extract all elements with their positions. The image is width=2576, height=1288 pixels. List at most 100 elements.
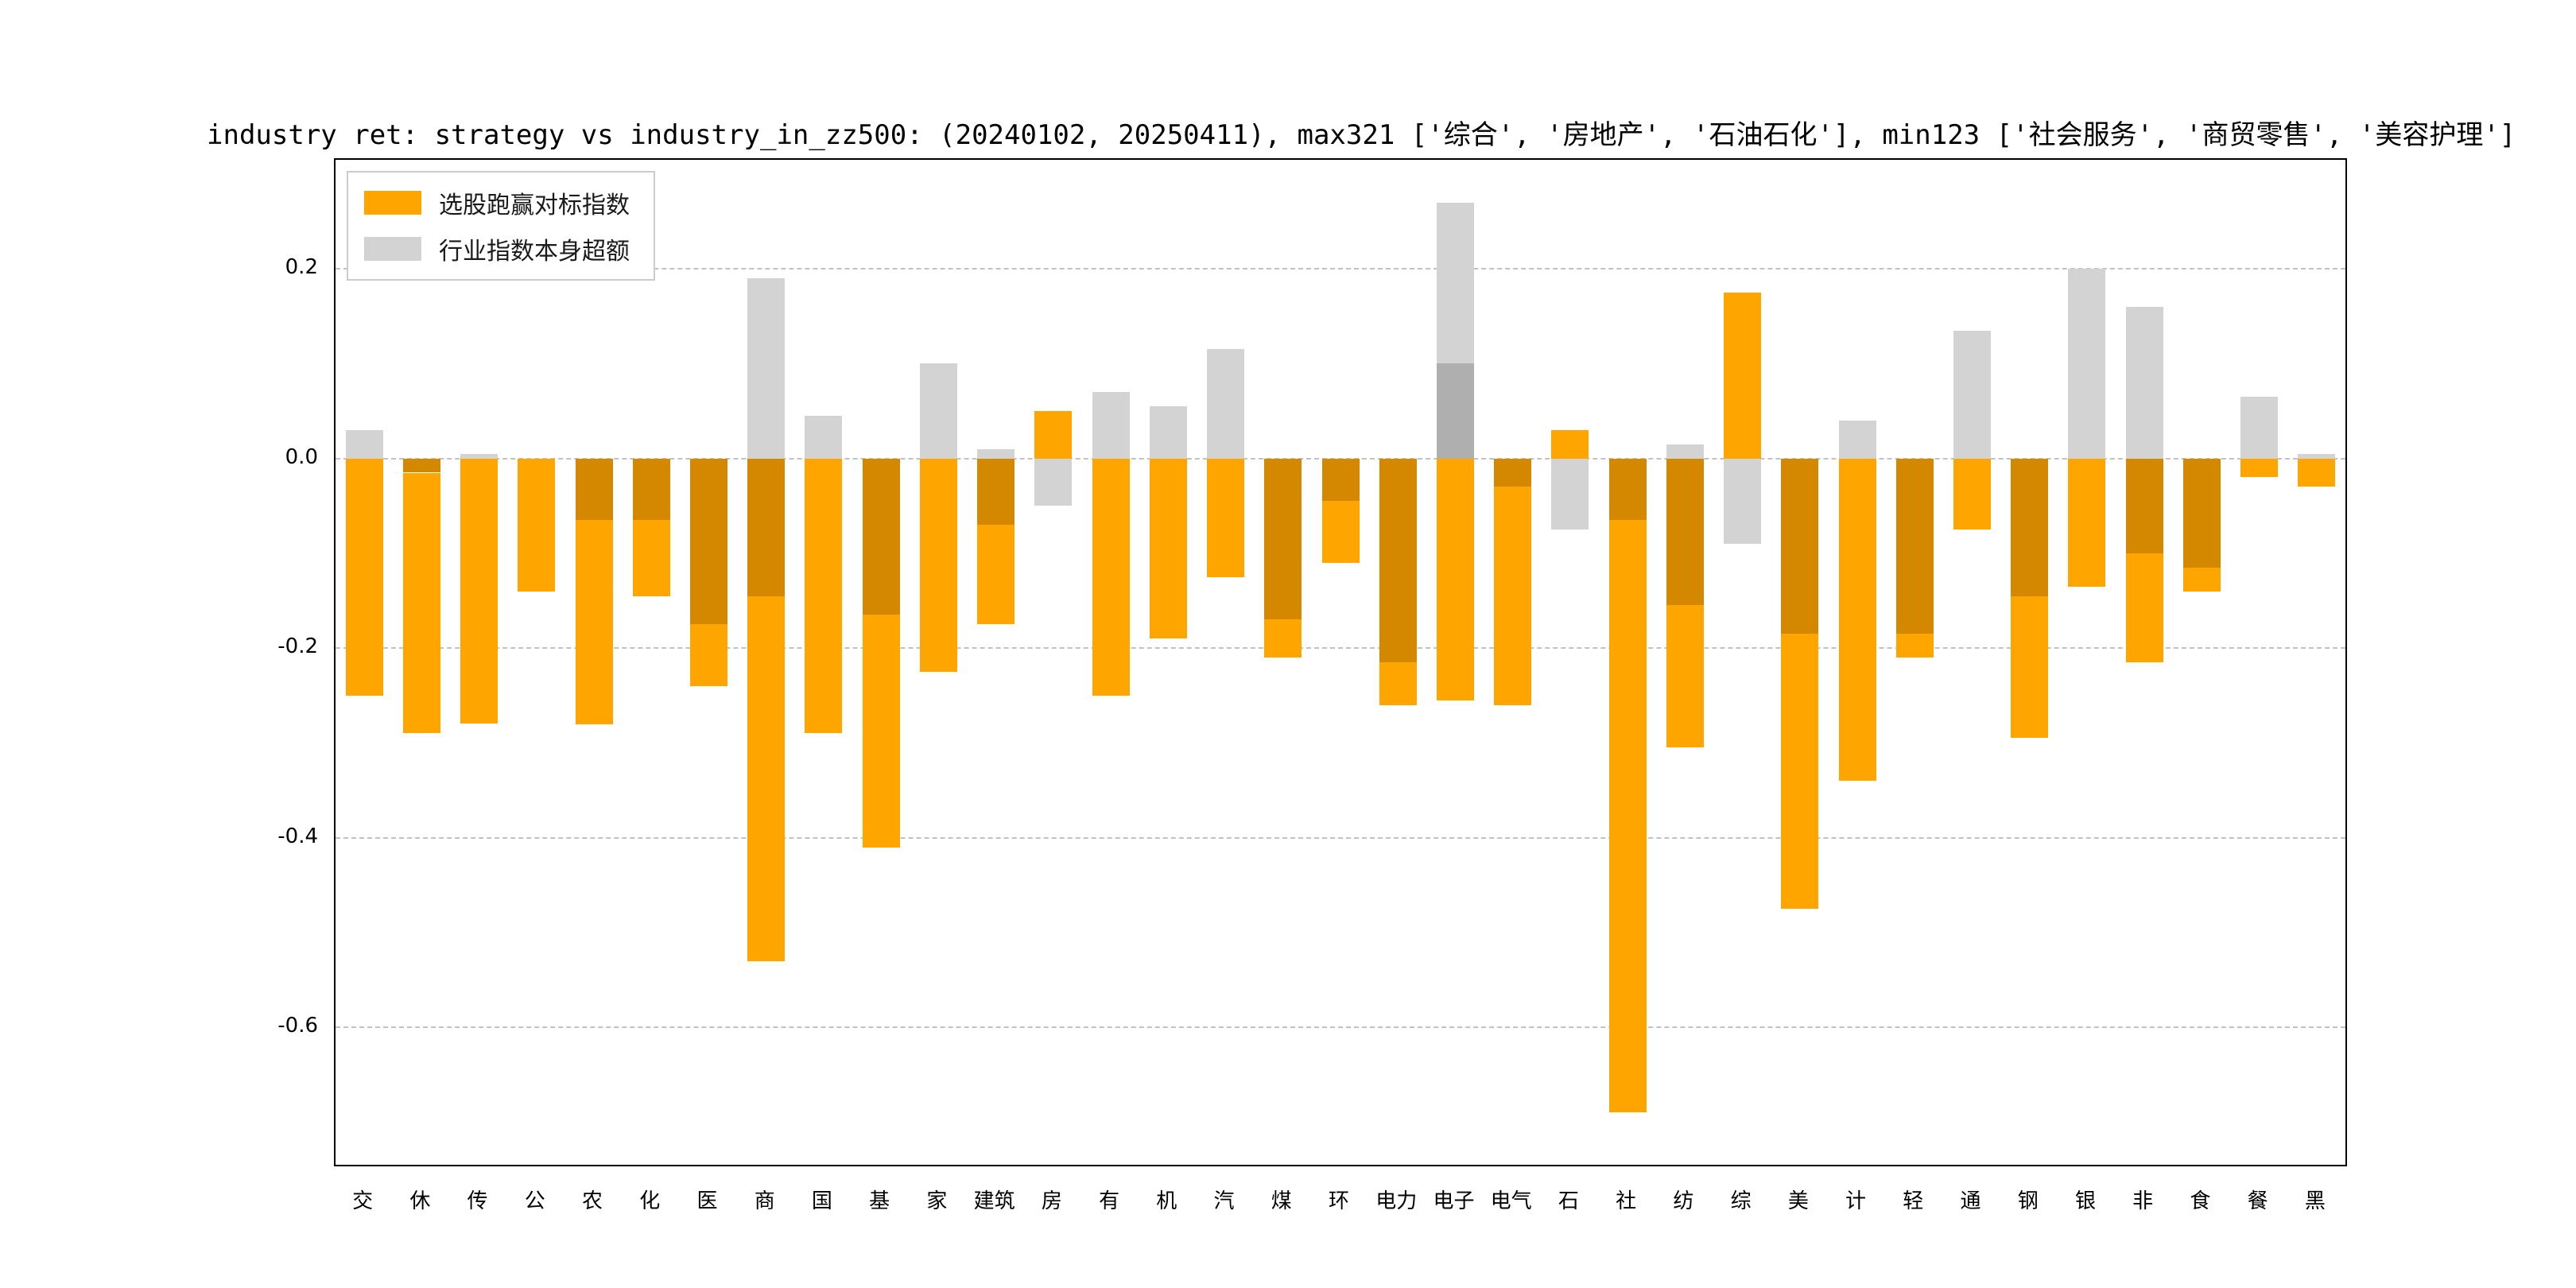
bar-orange-农 bbox=[575, 520, 613, 724]
x-tick-label-食: 食 bbox=[2190, 1189, 2211, 1213]
bar-overlap-化 bbox=[632, 458, 670, 521]
bar-orange-非 bbox=[2125, 553, 2163, 662]
bar-gray-黑 bbox=[2298, 453, 2336, 459]
bar-orange-石 bbox=[1551, 429, 1589, 459]
x-tick-label-非: 非 bbox=[2132, 1189, 2154, 1213]
x-tick-label-公: 公 bbox=[524, 1189, 545, 1213]
bar-orange-电气 bbox=[1494, 487, 1532, 705]
bar-orange-餐 bbox=[2240, 458, 2279, 478]
x-tick-label-传: 传 bbox=[467, 1189, 488, 1213]
bar-gray-汽 bbox=[1207, 349, 1245, 459]
bar-orange-家 bbox=[919, 458, 957, 672]
x-tick-label-环: 环 bbox=[1328, 1189, 1349, 1213]
bar-gray-银 bbox=[2068, 269, 2106, 459]
y-tick-label: -0.6 bbox=[277, 1014, 318, 1038]
bar-gray-通 bbox=[1953, 330, 1991, 459]
bar-overlap-轻 bbox=[1895, 458, 1934, 634]
x-tick-label-钢: 钢 bbox=[2017, 1189, 2039, 1213]
bar-orange-综 bbox=[1724, 292, 1762, 459]
bar-gray-国 bbox=[805, 415, 843, 459]
bar-overlap-美 bbox=[1781, 458, 1819, 634]
bar-orange-通 bbox=[1953, 458, 1991, 530]
bar-overlap-电气 bbox=[1494, 458, 1532, 487]
x-tick-label-纺: 纺 bbox=[1673, 1189, 1694, 1213]
x-tick-label-交: 交 bbox=[352, 1189, 374, 1213]
bar-gray-计 bbox=[1838, 420, 1876, 459]
chart-title: industry ret: strategy vs industry_in_zz… bbox=[207, 119, 2516, 151]
x-tick-label-综: 综 bbox=[1730, 1189, 1752, 1213]
bar-overlap-煤 bbox=[1264, 458, 1302, 620]
x-tick-label-电力: 电力 bbox=[1375, 1189, 1418, 1213]
bar-overlap-电力 bbox=[1379, 458, 1417, 662]
x-tick-label-化: 化 bbox=[639, 1189, 661, 1213]
bar-gray-dark-电子 bbox=[1436, 363, 1474, 459]
bar-gray-机 bbox=[1149, 406, 1187, 459]
bar-orange-建筑 bbox=[977, 525, 1015, 625]
bar-overlap-社 bbox=[1608, 458, 1647, 521]
bar-overlap-非 bbox=[2125, 458, 2163, 553]
x-tick-label-计: 计 bbox=[1845, 1189, 1867, 1213]
x-tick-label-农: 农 bbox=[582, 1189, 603, 1213]
bar-orange-商 bbox=[747, 596, 786, 961]
bar-orange-公 bbox=[518, 458, 556, 592]
x-tick-label-建筑: 建筑 bbox=[973, 1189, 1015, 1213]
bar-overlap-医 bbox=[689, 458, 727, 625]
legend-label: 选股跑赢对标指数 bbox=[439, 192, 630, 219]
legend-swatch-icon bbox=[364, 237, 421, 261]
bar-overlap-商 bbox=[747, 458, 786, 596]
x-tick-label-黑: 黑 bbox=[2304, 1189, 2326, 1213]
x-tick-label-电子: 电子 bbox=[1433, 1189, 1475, 1213]
bar-overlap-环 bbox=[1321, 458, 1360, 502]
x-tick-label-医: 医 bbox=[696, 1189, 718, 1213]
x-tick-label-美: 美 bbox=[1787, 1189, 1809, 1213]
bar-gray-有 bbox=[1092, 392, 1130, 459]
legend-swatch-icon bbox=[364, 191, 421, 215]
gridline bbox=[336, 647, 2345, 650]
x-tick-label-电气: 电气 bbox=[1490, 1189, 1532, 1213]
bar-orange-轻 bbox=[1895, 634, 1934, 658]
bar-orange-计 bbox=[1838, 458, 1876, 782]
x-tick-label-商: 商 bbox=[754, 1189, 775, 1213]
bar-orange-美 bbox=[1781, 634, 1819, 910]
x-tick-label-餐: 餐 bbox=[2247, 1189, 2268, 1213]
x-tick-label-银: 银 bbox=[2074, 1189, 2096, 1213]
bar-overlap-建筑 bbox=[977, 458, 1015, 526]
bar-orange-休 bbox=[402, 472, 440, 734]
x-tick-label-汽: 汽 bbox=[1213, 1189, 1235, 1213]
bar-orange-电力 bbox=[1379, 662, 1417, 705]
bar-gray-非 bbox=[2125, 306, 2163, 459]
bar-gray-石 bbox=[1551, 458, 1589, 530]
x-tick-label-通: 通 bbox=[1960, 1189, 1981, 1213]
x-tick-label-有: 有 bbox=[1099, 1189, 1120, 1213]
bar-orange-化 bbox=[632, 520, 670, 596]
bar-orange-机 bbox=[1149, 458, 1187, 639]
bar-orange-环 bbox=[1321, 501, 1360, 563]
y-tick-label: 0.0 bbox=[285, 444, 318, 469]
bar-gray-餐 bbox=[2240, 397, 2279, 459]
y-tick-label: 0.2 bbox=[285, 255, 318, 280]
gridline bbox=[336, 1026, 2345, 1029]
bar-gray-综 bbox=[1724, 458, 1762, 544]
x-tick-label-石: 石 bbox=[1558, 1189, 1579, 1213]
bar-orange-煤 bbox=[1264, 619, 1302, 658]
bar-overlap-基 bbox=[862, 458, 900, 615]
bar-orange-医 bbox=[689, 624, 727, 686]
bar-overlap-食 bbox=[2182, 458, 2221, 568]
x-tick-label-家: 家 bbox=[926, 1189, 948, 1213]
y-tick-label: -0.4 bbox=[277, 824, 318, 848]
x-tick-label-基: 基 bbox=[869, 1189, 890, 1213]
gridline bbox=[336, 836, 2345, 839]
bar-orange-交 bbox=[345, 458, 383, 696]
legend-item-0: 选股跑赢对标指数 bbox=[364, 185, 630, 220]
plot-area bbox=[334, 158, 2347, 1166]
x-tick-label-机: 机 bbox=[1156, 1189, 1177, 1213]
bar-orange-传 bbox=[460, 458, 499, 724]
x-tick-label-房: 房 bbox=[1041, 1189, 1062, 1213]
bar-orange-电子 bbox=[1436, 458, 1474, 700]
bar-gray-交 bbox=[345, 429, 383, 459]
bar-orange-房 bbox=[1034, 411, 1073, 459]
bar-orange-汽 bbox=[1207, 458, 1245, 577]
y-tick-label: -0.2 bbox=[277, 634, 318, 659]
bar-gray-建筑 bbox=[977, 448, 1015, 459]
